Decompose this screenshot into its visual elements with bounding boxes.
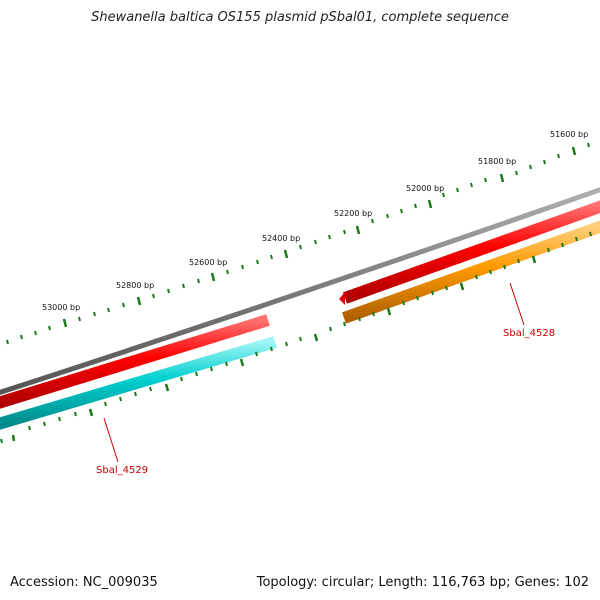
- scale-label: 52600 bp: [189, 258, 227, 267]
- accession-text: Accession: NC_009035: [10, 575, 158, 590]
- gene-label: Sbal_4529: [96, 465, 148, 476]
- forward-gene-arrowhead: [339, 292, 345, 305]
- topology-summary: Topology: circular; Length: 116,763 bp; …: [256, 575, 589, 590]
- forward-gene-arc: [0, 314, 270, 409]
- scale-label: 52200 bp: [334, 209, 372, 218]
- scale-label: 51600 bp: [550, 130, 588, 139]
- scale-label: 52800 bp: [116, 281, 154, 290]
- scale-label: 51800 bp: [478, 157, 516, 166]
- forward-gene-arc: [342, 200, 600, 304]
- scale-label: 53000 bp: [42, 303, 80, 312]
- scale-labels: 53000 bp 52800 bp 52600 bp 52400 bp 5220…: [42, 130, 588, 312]
- map-title: Shewanella baltica OS155 plasmid pSbal01…: [91, 10, 509, 25]
- gene-sbal-4529-arc: [0, 336, 277, 430]
- scale-label: 52000 bp: [406, 184, 444, 193]
- outer-scale-ticks: [6, 142, 590, 345]
- gene-sbal-4529-leader: [103, 417, 119, 463]
- gene-label: Sbal_4528: [503, 328, 555, 339]
- inner-scale-ticks: [0, 231, 592, 444]
- backbone-circle: [0, 187, 600, 396]
- scale-label: 52400 bp: [262, 234, 300, 243]
- gene-sbal-4528-leader: [509, 282, 525, 326]
- gene-sbal-4528-arc: [341, 220, 600, 324]
